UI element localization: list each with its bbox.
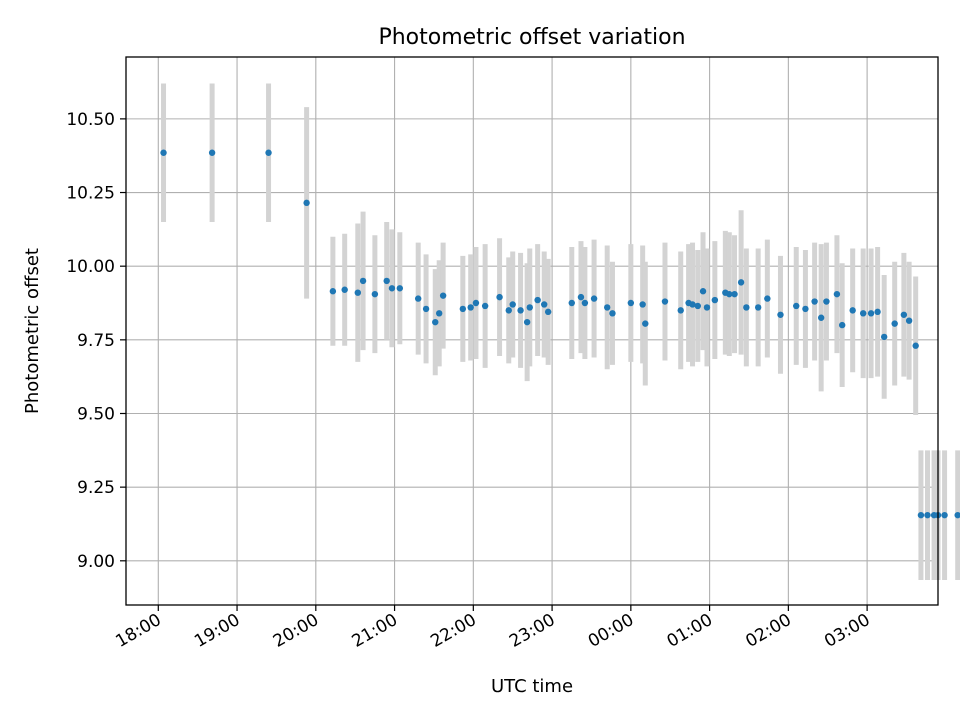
data-point [689,301,696,308]
data-point [941,511,948,519]
data-point [439,292,447,299]
data-point [577,293,585,301]
data-point [867,310,875,317]
data-point [661,298,669,305]
data-point [754,304,762,311]
x-axis-label: UTC time [491,676,573,697]
data-point [793,302,800,310]
data-point [905,317,913,324]
data-point [699,288,707,295]
data-point [912,342,919,349]
y-tick-label: 9.50 [77,404,115,424]
data-point [359,277,367,285]
y-axis-ticks: 9.00 9.25 9.50 9.75 10.00 10.25 10.50 [66,110,126,572]
data-point [604,304,611,311]
data-point [568,299,575,307]
data-point [737,279,745,286]
data-point [422,305,430,313]
data-point [467,304,474,311]
data-point [383,277,390,285]
data-point [677,307,684,314]
data-point [581,299,589,307]
data-point [388,285,396,292]
data-point [414,295,422,302]
data-point [590,295,598,302]
data-point [481,302,489,310]
y-axis-label: Photometric offset [22,248,43,414]
data-point [731,290,738,298]
data-point [496,293,503,301]
data-point [432,318,439,326]
data-point [802,305,809,313]
data-point [459,305,467,313]
data-point [265,149,272,156]
data-point [544,308,552,316]
data-point [627,299,635,307]
data-point [924,511,931,519]
data-point [329,288,337,295]
data-point [880,333,888,341]
plot-frame [125,56,939,606]
chart-title: Photometric offset variation [378,25,685,50]
data-point [891,320,898,327]
data-point [849,307,856,314]
y-tick-label: 10.00 [66,257,115,277]
data-point [726,290,733,298]
data-point [435,310,443,317]
data-point [777,311,784,318]
data-point [811,298,818,305]
data-point [505,307,512,314]
data-point [833,290,841,298]
data-point [303,199,310,207]
data-point [509,301,516,308]
data-point [642,320,649,327]
data-point [534,296,541,304]
data-point [396,285,404,292]
data-point [526,304,533,311]
y-tick-label: 10.50 [66,110,115,130]
data-point [823,298,830,305]
data-point [764,295,771,302]
data-point [371,290,379,298]
data-point [341,286,348,293]
y-tick-label: 9.00 [77,552,115,572]
data-point [954,511,960,519]
data-point [743,304,750,311]
data-point [541,301,548,308]
data-point [639,301,646,308]
data-point [711,296,719,304]
data-point [817,314,825,321]
data-point [694,302,701,310]
data-point [838,321,846,329]
data-point [208,149,216,156]
data-point [874,308,881,316]
data-point [609,310,616,317]
data-point [523,318,531,326]
y-tick-label: 10.25 [66,184,115,204]
data-point [160,149,167,156]
data-point [859,310,867,317]
y-tick-label: 9.25 [77,478,115,498]
data-point [517,307,524,314]
data-point [472,299,480,307]
data-point [354,289,362,296]
y-tick-label: 9.75 [77,331,115,351]
data-point [900,311,908,318]
data-point [703,304,711,311]
data-point [917,511,925,519]
